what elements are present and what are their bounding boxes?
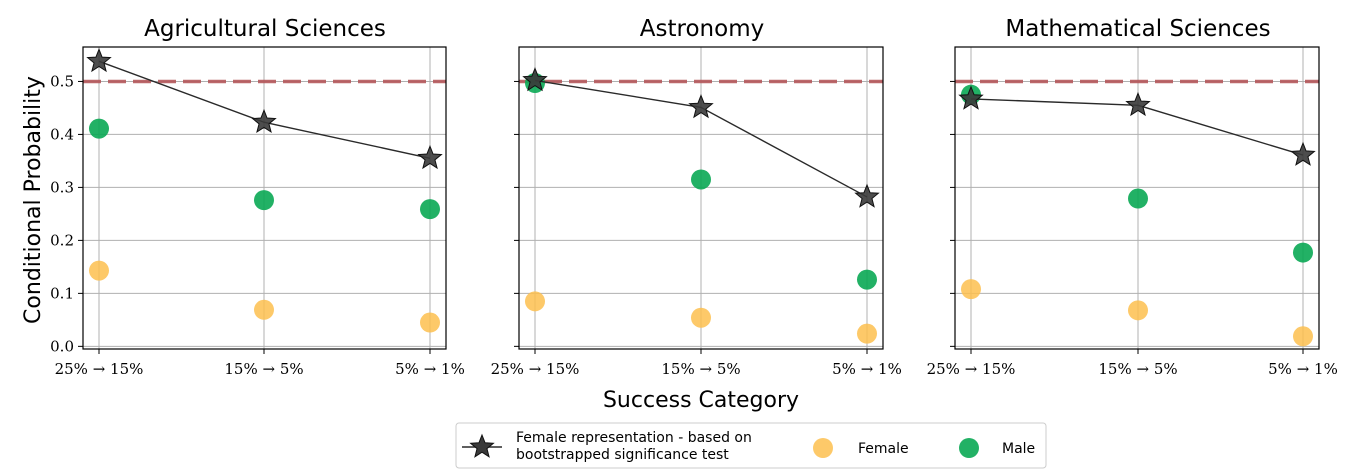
x-tick-label: 15% → 5% (661, 360, 740, 378)
female-representation-star (854, 183, 880, 208)
panel-mathematical-sciences: Mathematical Sciences 25% → 15% 15% → 5% 5… (927, 16, 1338, 378)
x-tick-label: 5% → 1% (832, 360, 902, 378)
male-point (857, 269, 877, 290)
panel-agricultural-sciences: Agricultural Sciences 0.0 0.1 0.2 0.3 0.4 0.5… (50, 16, 465, 378)
legend: Female representation - based on bootstr… (455, 422, 1047, 469)
female-representation-star (958, 85, 984, 110)
x-tick-label: 25% → 15% (55, 360, 144, 378)
male-point (420, 199, 440, 220)
female-point (691, 307, 711, 328)
x-tick-label: 5% → 1% (1268, 360, 1338, 378)
female-point (1293, 326, 1313, 347)
x-tick-label: 15% → 5% (1098, 360, 1177, 378)
x-tick-label: 15% → 5% (224, 360, 303, 378)
female-representation-star (86, 47, 112, 73)
female-point (420, 312, 440, 333)
female-representation-star (522, 67, 548, 92)
x-tick-label: 5% → 1% (395, 360, 465, 378)
y-tick-label: 0.2 (50, 231, 74, 249)
female-point (857, 323, 877, 344)
male-point (89, 118, 109, 139)
legend-male-marker (959, 438, 979, 458)
legend-box (455, 422, 1047, 469)
panel-title: Astronomy (640, 16, 764, 42)
female-point (254, 299, 274, 320)
legend-female-marker (813, 438, 833, 458)
panel-title: Agricultural Sciences (144, 16, 386, 42)
y-tick-label: 0.1 (50, 284, 74, 302)
legend-star-marker (469, 433, 495, 458)
female-representation-star (417, 144, 443, 170)
male-point (254, 190, 274, 211)
female-point (1128, 300, 1148, 321)
x-axis-label: Success Category (603, 388, 799, 413)
legend-female-label: Female (858, 441, 909, 457)
male-point (1293, 242, 1313, 263)
x-tick-label: 25% → 15% (491, 360, 580, 378)
y-tick-label: 0.4 (50, 125, 74, 143)
female-point (89, 260, 109, 281)
y-tick-label: 0.3 (50, 178, 74, 196)
legend-star-label-line2: bootstrapped significance test (516, 447, 729, 463)
axes-frame (954, 46, 1320, 350)
female-representation-star (688, 94, 714, 119)
male-point (1128, 188, 1148, 209)
y-tick-label: 0.0 (50, 337, 74, 355)
female-representation-star (1125, 91, 1151, 117)
female-representation-star (251, 108, 277, 134)
legend-male-label: Male (1002, 441, 1035, 457)
panel-title: Mathematical Sciences (1005, 16, 1270, 42)
female-representation-star (1290, 141, 1316, 166)
legend-star-label-line1: Female representation - based on (516, 430, 752, 446)
y-tick-label: 0.5 (50, 72, 74, 90)
panel-astronomy: Astronomy 25% → 15% 15% → 5% 5% → 1% (491, 16, 902, 378)
female-point (525, 291, 545, 312)
y-axis-label: Conditional Probability (21, 76, 46, 324)
male-point (691, 169, 711, 190)
x-tick-label: 25% → 15% (927, 360, 1016, 378)
female-point (961, 279, 981, 300)
